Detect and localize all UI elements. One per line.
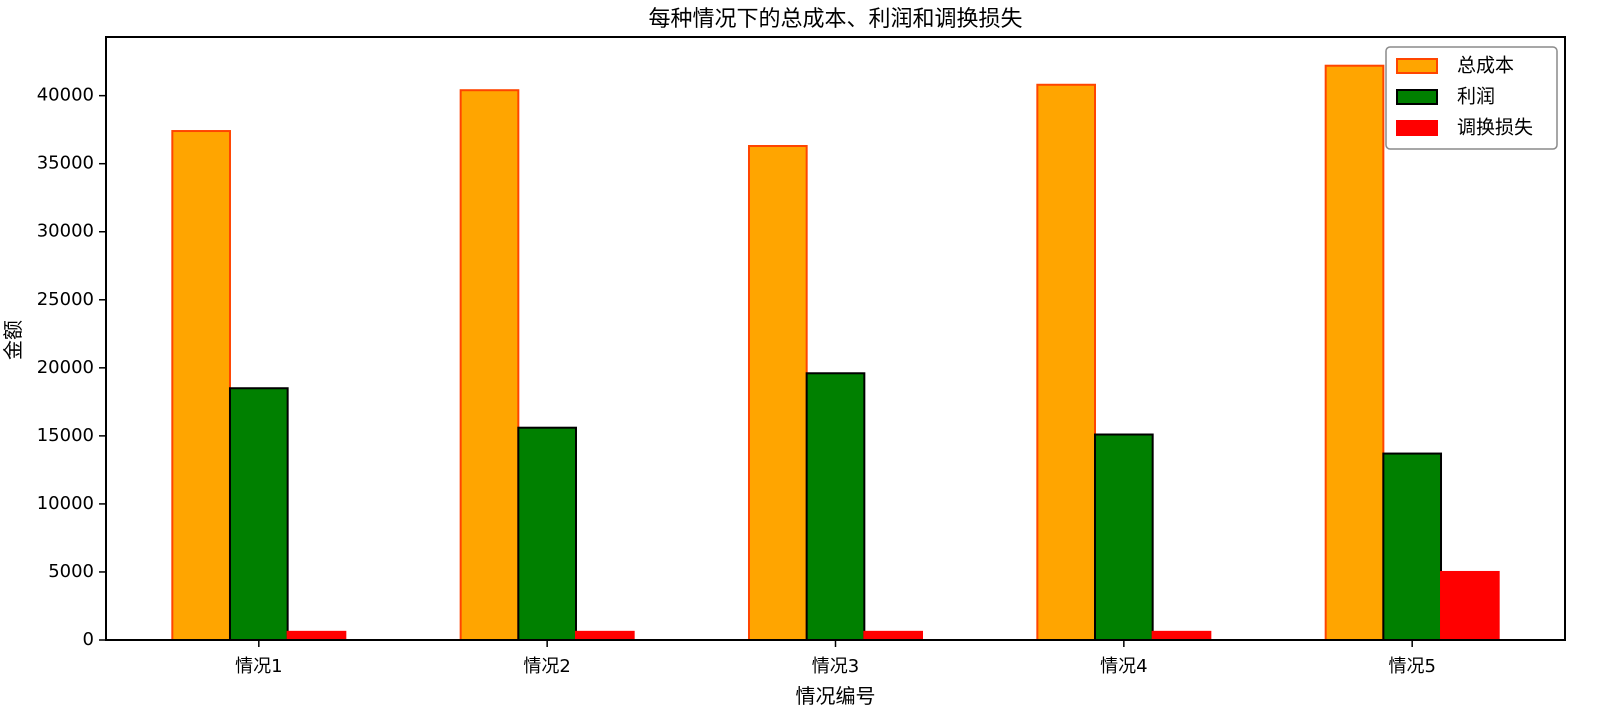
bar-series-3-category-5	[1440, 570, 1500, 641]
bar-series-2-category-2	[517, 426, 577, 641]
x-tick-label: 情况4	[1100, 656, 1147, 677]
bar-series-2-category-4	[1094, 433, 1154, 642]
bar-series-3-category-4	[1151, 630, 1212, 641]
bar-series-1-category-5	[1324, 64, 1385, 641]
y-tick-label: 10000	[37, 493, 94, 514]
y-tick-label: 0	[83, 629, 94, 650]
bar-series-3-category-1	[286, 630, 347, 641]
bar-series-1-category-1	[171, 130, 231, 641]
y-tick-label: 35000	[37, 153, 94, 174]
legend-label-1: 总成本	[1457, 55, 1514, 77]
x-tick-label: 情况5	[1388, 656, 1435, 677]
y-tick-label: 30000	[37, 221, 94, 242]
legend-label-2: 利润	[1457, 86, 1495, 108]
y-tick-label: 20000	[37, 357, 94, 378]
bar-series-2-category-3	[805, 372, 866, 641]
bar-series-3-category-3	[863, 630, 924, 641]
x-tick-label: 情况2	[523, 656, 570, 677]
y-axis-label: 金额	[1, 320, 25, 360]
y-tick-label: 25000	[37, 289, 94, 310]
bar-series-1-category-3	[747, 145, 808, 642]
axes-frame	[105, 36, 1566, 641]
legend-label-3: 调换损失	[1457, 117, 1533, 139]
ticks-layer: 0 5000 10000 15000 20000 25000 30000 35000 40000…	[37, 85, 1436, 677]
y-tick-label: 40000	[37, 85, 94, 106]
x-tick-label: 情况1	[235, 656, 282, 677]
x-axis-label: 情况编号	[796, 684, 876, 708]
bar-series-1-category-4	[1036, 83, 1097, 641]
bar-series-1-category-2	[459, 89, 520, 641]
legend-swatch-1	[1396, 58, 1438, 74]
bar-series-2-category-1	[228, 387, 289, 642]
bar-series-3-category-2	[574, 630, 635, 641]
y-tick-label: 15000	[37, 425, 94, 446]
legend-swatch-3	[1396, 120, 1438, 136]
chart-title: 每种情况下的总成本、利润和调换损失	[648, 7, 1022, 32]
y-tick-label: 5000	[48, 561, 94, 582]
legend-swatch-2	[1396, 89, 1438, 105]
bar-series-2-category-5	[1382, 452, 1443, 641]
bars-layer	[171, 64, 1500, 642]
x-tick-label: 情况3	[812, 656, 859, 677]
